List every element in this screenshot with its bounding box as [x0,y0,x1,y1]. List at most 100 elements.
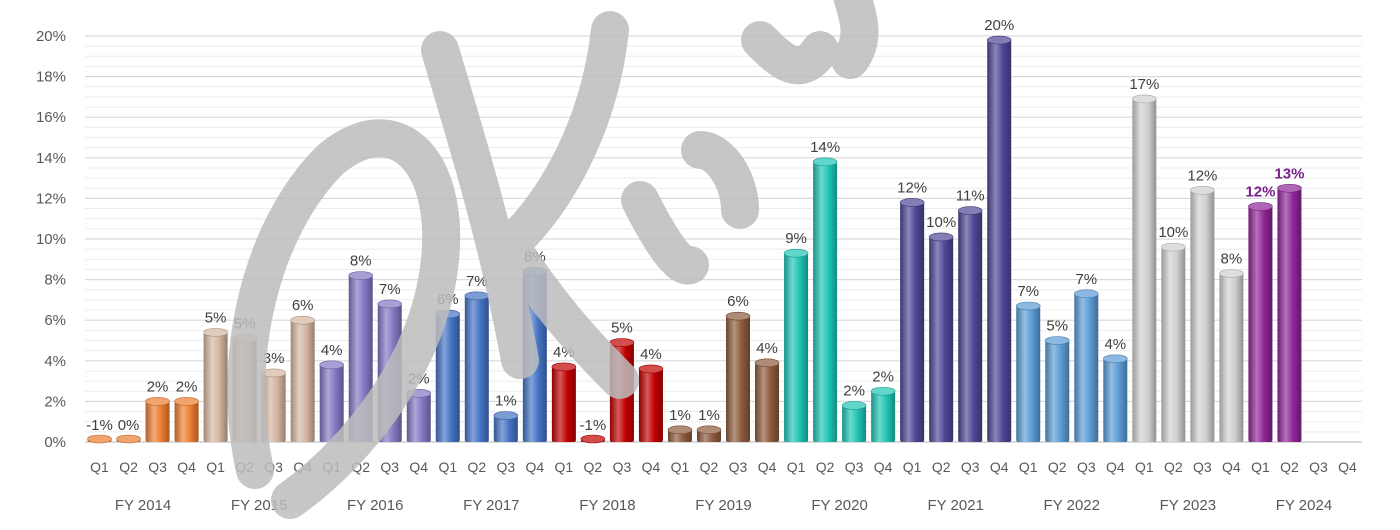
y-tick-label: 18% [36,69,66,86]
y-tick-label: 0% [44,434,66,451]
bar-cap [493,411,519,420]
data-label: 1% [698,407,720,424]
x-tick-label: Q4 [758,459,777,475]
x-axis-quarter-labels: Q1 Q2 Q3 Q4 Q1 Q2 Q3 Q4 Q1 Q2 Q3 Q4 Q1 Q2 Q3 Q4 Q1 Q2 Q3 Q4… [90,459,1357,475]
y-tick-label: 12% [36,190,66,207]
fiscal-year-label: FY 2022 [1044,497,1100,514]
bar-cap [1161,242,1186,252]
x-tick-label: Q4 [526,459,545,475]
x-tick-label: Q1 [903,459,922,475]
x-tick-label: Q1 [438,459,457,475]
data-label: 1% [495,393,517,410]
bar-cap [841,401,867,410]
data-label: 17% [1129,76,1159,93]
x-tick-label: Q3 [380,459,399,475]
bar-cap [870,386,896,396]
fiscal-year-label: FY 2015 [231,497,287,514]
data-label: 7% [1075,271,1097,288]
x-tick-label: Q4 [874,459,893,475]
bar [464,295,489,442]
x-tick-label: Q2 [1164,459,1183,475]
x-tick-label: Q4 [642,459,661,475]
data-label: 12% [1187,167,1217,184]
data-label: 0% [118,417,140,434]
bar-cap [1073,289,1099,299]
x-tick-label: Q3 [613,459,632,475]
bar-cap [899,198,925,207]
bar-cap [957,206,983,215]
x-tick-label: Q4 [1106,459,1125,475]
data-label: 8% [524,248,546,265]
data-label: 11% [956,188,985,205]
data-label: 12% [1245,184,1275,201]
bar-cap [261,368,286,378]
bar-cap [174,397,199,406]
data-label: 20% [984,17,1014,34]
bar-cap [1044,336,1070,345]
x-tick-label: Q2 [816,459,835,475]
bar-cap [1248,202,1273,211]
data-label: 6% [437,291,459,308]
bar [929,236,954,442]
bar [1248,206,1273,442]
bar-cap [928,232,954,242]
bar-cap [377,299,403,309]
bar-cap [1190,185,1215,195]
x-tick-label: Q3 [496,459,515,475]
data-label: 8% [1221,251,1243,268]
x-tick-label: Q3 [845,459,864,475]
bar-cap [145,397,170,406]
x-tick-label: Q1 [322,459,341,475]
x-tick-label: Q1 [1251,459,1270,475]
x-tick-label: Q3 [961,459,980,475]
data-label: 4% [1104,336,1126,353]
bar-cap [1103,354,1128,364]
y-tick-label: 4% [44,353,66,370]
bar [609,342,634,442]
bar [1219,273,1244,442]
x-tick-label: Q2 [351,459,370,475]
x-tick-label: Q1 [206,459,225,475]
y-tick-label: 14% [36,150,66,167]
y-axis-ticks: 0% 2% 4% 6% 8% 10% 12% 14% 16% 18% 20% [36,28,66,451]
bar [813,161,838,443]
bar [319,364,344,442]
bar [1103,358,1128,442]
bar-cap [783,248,809,258]
bar [232,338,257,442]
data-label: 8% [350,253,372,270]
data-label: 9% [785,230,807,247]
bar-cap [986,35,1012,45]
bar [638,368,663,442]
data-label: 7% [1017,283,1039,300]
bar-cap [638,364,664,374]
bar [203,332,228,442]
bar [174,401,199,442]
x-tick-label: Q4 [409,459,428,475]
bar [1045,340,1070,442]
y-tick-label: 8% [44,272,66,289]
y-tick-label: 10% [36,231,66,248]
bar-cap [406,388,432,398]
bar-cap [319,360,344,370]
bar [726,316,751,442]
data-label: 1% [669,407,691,424]
bar [551,366,576,442]
data-label: 12% [897,179,927,196]
x-tick-label: Q1 [1135,459,1154,475]
y-tick-label: 6% [44,312,66,329]
data-label: 4% [640,346,662,363]
bar [900,202,925,442]
x-tick-label: Q2 [584,459,603,475]
bar-cap [522,267,548,276]
x-tick-label: Q1 [90,459,109,475]
bar-cap [1132,94,1157,104]
bar [842,405,867,442]
bar [406,393,431,442]
bar-cap [348,271,374,280]
bar-cap [290,315,315,325]
bar-cap [609,338,635,347]
x-tick-label: Q4 [177,459,196,475]
y-tick-label: 16% [36,109,66,126]
